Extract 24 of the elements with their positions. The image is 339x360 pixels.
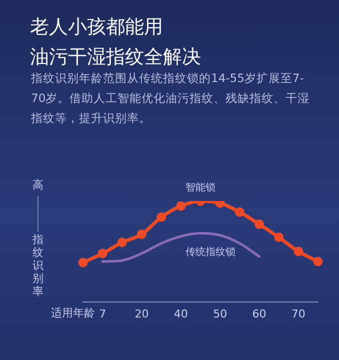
point <box>294 246 304 256</box>
chart-subtitle: 指纹识别年龄范围从传统指纹锁的14-55岁扩展至7-70岁。借助人工智能优化油污指纹、残缺指纹、干湿指纹等，提升识别率。 <box>31 70 311 127</box>
point <box>234 207 244 217</box>
x-tick-label: 70 <box>291 307 306 320</box>
point <box>117 238 127 248</box>
x-tick-label: 50 <box>213 307 228 320</box>
point <box>78 258 88 268</box>
series-label: 传统指纹锁 <box>186 246 236 258</box>
series-label: 智能锁 <box>186 182 216 194</box>
point <box>176 201 186 211</box>
x-tick-label: 60 <box>252 307 266 320</box>
point <box>254 219 264 229</box>
x-tick-label: 20 <box>134 307 149 320</box>
text: 高 <box>32 178 44 192</box>
point <box>274 232 284 242</box>
point <box>98 248 108 258</box>
x-axis-title: 适用年龄 <box>51 306 95 320</box>
x-tick-label: 40 <box>174 307 188 320</box>
y-axis-title: 指纹识别率 <box>32 233 44 298</box>
point <box>313 256 323 266</box>
x-tick-label: 7 <box>99 307 106 320</box>
chart-title: 老人小孩都能用油污干湿指纹全解决 <box>30 15 201 70</box>
point <box>156 212 166 222</box>
point <box>137 230 146 240</box>
